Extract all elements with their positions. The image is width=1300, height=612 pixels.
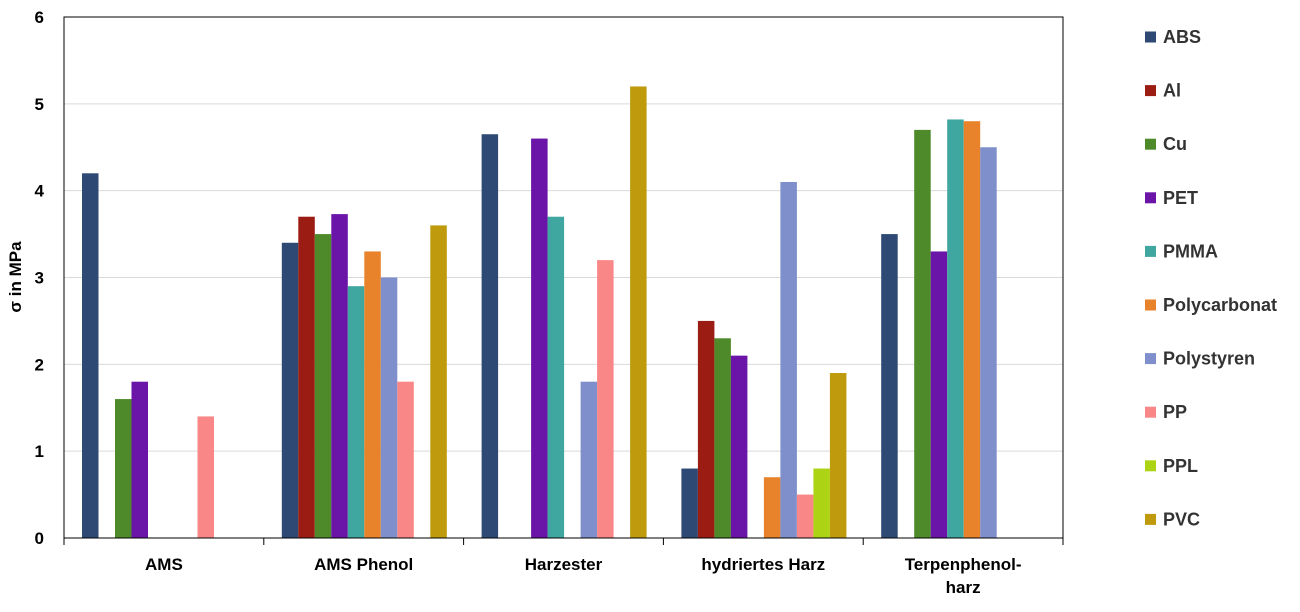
bar xyxy=(397,381,414,538)
bar xyxy=(331,214,348,538)
legend-swatch xyxy=(1145,31,1156,43)
bar xyxy=(380,277,398,538)
bar xyxy=(813,468,830,538)
legend-label: Cu xyxy=(1163,134,1187,154)
x-category-label: AMS Phenol xyxy=(314,555,413,574)
plot-area-frame xyxy=(63,16,1064,539)
y-axis-tick-labels: 0 1 2 3 4 5 6 xyxy=(35,8,45,548)
bar xyxy=(763,477,781,538)
y-axis-title: σ in MPa xyxy=(6,241,25,313)
bar xyxy=(930,251,948,538)
bar xyxy=(829,373,847,538)
bar xyxy=(115,399,132,538)
bar xyxy=(547,216,565,538)
bar xyxy=(430,225,447,538)
bar xyxy=(131,381,148,538)
bar xyxy=(314,234,332,539)
x-category-label: Harzester xyxy=(525,555,603,574)
bar xyxy=(963,121,981,538)
legend-label: Al xyxy=(1163,81,1181,101)
y-tick-label: 4 xyxy=(35,182,45,201)
legend-swatch xyxy=(1145,245,1156,257)
legend-swatch xyxy=(1145,299,1156,311)
bar xyxy=(197,416,214,538)
bar xyxy=(298,216,315,538)
legend-swatch xyxy=(1145,353,1156,365)
y-tick-label: 3 xyxy=(35,269,44,288)
bar xyxy=(796,494,814,538)
legend-swatch xyxy=(1145,85,1156,97)
legend-label: PET xyxy=(1163,188,1198,208)
bar xyxy=(714,338,731,538)
bar xyxy=(364,251,381,538)
bar xyxy=(914,129,931,538)
legend-swatch xyxy=(1145,406,1156,418)
bar xyxy=(281,242,299,538)
bar xyxy=(82,173,99,539)
x-axis-ticks xyxy=(63,538,1064,545)
bars xyxy=(82,86,997,539)
x-category-label: hydriertes Harz xyxy=(701,555,825,574)
x-category-label: AMS xyxy=(145,555,183,574)
legend-label: ABS xyxy=(1163,27,1201,47)
legend-swatch xyxy=(1145,513,1156,525)
bar xyxy=(481,134,499,538)
legend-label: PVC xyxy=(1163,509,1200,529)
legend-swatch xyxy=(1145,138,1156,150)
bar xyxy=(681,468,698,538)
bar xyxy=(531,138,548,539)
y-tick-label: 5 xyxy=(35,95,44,114)
legend-label: Polystyren xyxy=(1163,349,1255,369)
legend-label: PMMA xyxy=(1163,241,1218,261)
legend-swatch xyxy=(1145,460,1156,472)
bar xyxy=(881,234,898,539)
x-category-label: Terpenphenol- xyxy=(905,555,1022,574)
legend-label: PP xyxy=(1163,402,1187,422)
legend-swatch xyxy=(1145,192,1156,204)
bar xyxy=(780,181,797,538)
bar xyxy=(730,355,748,538)
bar xyxy=(980,147,997,538)
legend-label: Polycarbonat xyxy=(1163,295,1277,315)
bar xyxy=(947,119,964,539)
y-tick-label: 6 xyxy=(35,8,44,27)
y-tick-label: 0 xyxy=(35,529,44,548)
bar xyxy=(580,381,598,538)
x-category-label: harz xyxy=(946,578,981,597)
y-tick-label: 1 xyxy=(35,442,44,461)
bar xyxy=(597,260,614,538)
legend-label: PPL xyxy=(1163,456,1198,476)
x-axis-category-labels: AMS AMS Phenol Harzester hydriertes Harz Ter… xyxy=(145,555,1021,597)
bar xyxy=(697,320,715,538)
bar xyxy=(347,286,365,538)
y-tick-label: 2 xyxy=(35,355,44,374)
legend: ABS Al Cu PET PMMA Polycarbonat Polystyren PP PP… xyxy=(1145,27,1277,529)
bar xyxy=(630,86,647,538)
